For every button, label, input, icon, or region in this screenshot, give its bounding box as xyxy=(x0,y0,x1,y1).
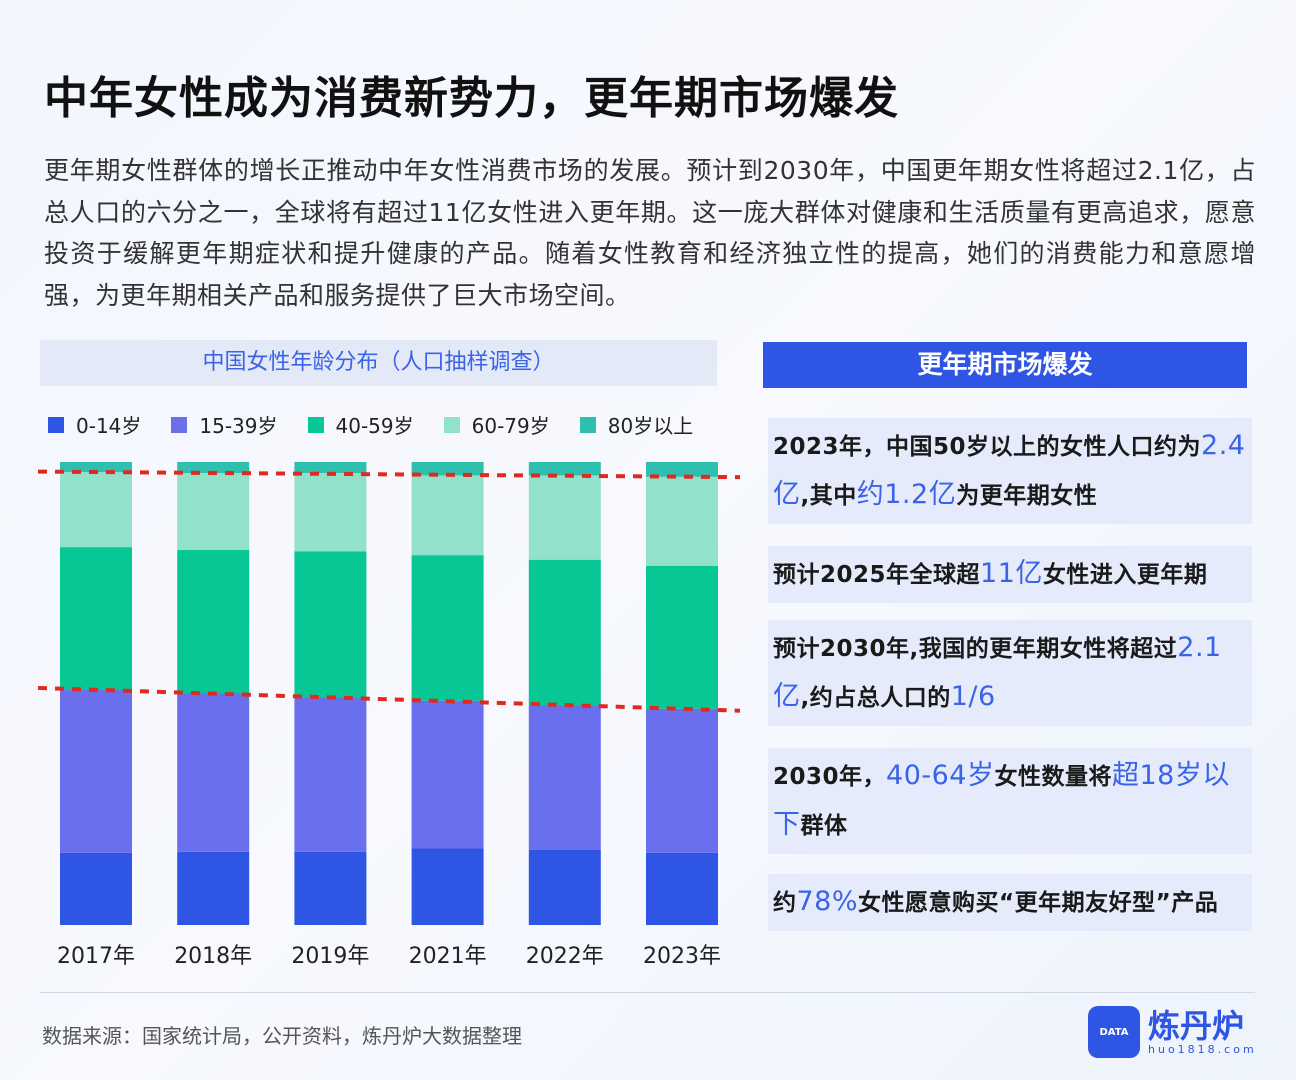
logo-name: 炼丹炉 xyxy=(1148,1006,1245,1045)
data-source: 数据来源：国家统计局，公开资料，炼丹炉大数据整理 xyxy=(42,1024,522,1048)
card-text: 群体 xyxy=(800,813,848,839)
card-text: 女性进入更年期 xyxy=(1042,562,1208,588)
legend-swatch xyxy=(48,416,64,433)
x-tick-label: 2017年 xyxy=(57,944,135,969)
card-text: 为更年期女性 xyxy=(956,483,1098,509)
card-text: 预计2030年,我国的更年期女性将超过 xyxy=(773,636,1178,662)
bar-segment-15-39岁 xyxy=(411,700,484,849)
bar-segment-0-14岁 xyxy=(294,851,367,925)
bar-segment-0-14岁 xyxy=(411,848,484,925)
bar-segment-60-79岁 xyxy=(528,475,601,560)
chart-legend: 0-14岁 15-39岁 40-59岁 60-79岁 80岁以上 xyxy=(48,410,693,439)
legend-swatch xyxy=(171,416,188,433)
legend-swatch xyxy=(443,416,460,433)
bar-segment-0-14岁 xyxy=(646,852,718,925)
bar-segment-60-79岁 xyxy=(294,473,367,552)
logo-url: huo1818.com xyxy=(1148,1042,1257,1056)
bar-segment-60-79岁 xyxy=(60,472,132,548)
stat-card: 约78%女性愿意购买“更年期友好型”产品 xyxy=(768,874,1252,931)
chart-title: 中国女性年龄分布（人口抽样调查） xyxy=(40,340,717,386)
card-text: ,其中 xyxy=(800,483,857,509)
bar-segment-80岁以上 xyxy=(177,462,250,474)
bar-segment-0-14岁 xyxy=(60,852,132,925)
card-text: 女性愿意购买“更年期友好型”产品 xyxy=(858,890,1219,916)
card-text: 女性数量将 xyxy=(994,764,1112,790)
bar-segment-60-79岁 xyxy=(411,475,484,556)
footer-divider xyxy=(40,992,1255,993)
legend-label: 0-14岁 xyxy=(76,414,142,438)
bar-segment-80岁以上 xyxy=(60,462,132,473)
stat-card: 2030年，40-64岁女性数量将超18岁以下群体 xyxy=(768,748,1252,854)
x-tick-label: 2022年 xyxy=(526,944,604,969)
x-tick-label: 2023年 xyxy=(643,944,721,969)
legend-swatch xyxy=(579,416,596,433)
trend-line-top xyxy=(37,469,741,480)
bar-segment-0-14岁 xyxy=(177,851,250,925)
bar-segment-80岁以上 xyxy=(528,462,601,476)
highlight-text: 约1.2亿 xyxy=(856,479,957,510)
highlight-text: 超18岁以下 xyxy=(773,760,1230,840)
bar-segment-80岁以上 xyxy=(411,462,484,476)
card-text: 预计2025年全球超 xyxy=(773,562,981,588)
bar-segment-40-59岁 xyxy=(177,549,250,694)
bar-segment-15-39岁 xyxy=(177,693,250,852)
bar-segment-40-59岁 xyxy=(528,559,601,706)
highlight-text: 1/6 xyxy=(950,681,996,712)
legend-item: 40-59岁 xyxy=(307,410,414,439)
page-title: 中年女性成为消费新势力，更年期市场爆发 xyxy=(44,73,899,124)
legend-item: 15-39岁 xyxy=(171,410,278,439)
legend-label: 60-79岁 xyxy=(471,414,550,438)
card-text: 2023年，中国50岁以上的女性人口约为 xyxy=(773,434,1202,460)
stacked-bar-chart: 2017年 2018年 2019年 2021年 2022年 2023年 xyxy=(37,462,741,969)
brand-logo: DATA 炼丹炉 huo1818.com xyxy=(1088,1006,1257,1058)
bar-segment-40-59岁 xyxy=(411,555,484,701)
card-text: 约 xyxy=(773,890,797,916)
intro-paragraph: 更年期女性群体的增长正推动中年女性消费市场的发展。预计到2030年，中国更年期女… xyxy=(44,156,1256,310)
highlight-text: 11亿 xyxy=(980,558,1043,589)
bar-segment-40-59岁 xyxy=(646,565,718,709)
stat-card: 预计2030年,我国的更年期女性将超过2.1亿,约占总人口的1/6 xyxy=(768,620,1252,726)
x-tick-label: 2019年 xyxy=(291,944,369,969)
legend-item: 60-79岁 xyxy=(443,410,550,439)
bar-segment-15-39岁 xyxy=(294,697,367,852)
stat-card: 预计2025年全球超11亿女性进入更年期 xyxy=(768,546,1252,603)
bar-segment-0-14岁 xyxy=(528,849,601,925)
logo-icon: DATA xyxy=(1088,1006,1140,1058)
bar-segment-40-59岁 xyxy=(294,551,367,698)
highlight-text: 2.1亿 xyxy=(773,632,1222,712)
legend-item: 80岁以上 xyxy=(579,410,694,439)
bar-segment-15-39岁 xyxy=(646,708,718,853)
stat-card: 2023年，中国50岁以上的女性人口约为2.4亿,其中约1.2亿为更年期女性 xyxy=(768,418,1252,524)
legend-label: 80岁以上 xyxy=(607,414,694,438)
highlight-text: 78% xyxy=(796,886,859,917)
bar-segment-80岁以上 xyxy=(646,462,718,477)
legend-item: 0-14岁 xyxy=(48,410,141,439)
bar-segment-60-79岁 xyxy=(177,473,250,550)
panel-title: 更年期市场爆发 xyxy=(763,342,1247,388)
legend-label: 40-59岁 xyxy=(335,414,414,438)
bar-segment-15-39岁 xyxy=(528,705,601,850)
bar-segment-15-39岁 xyxy=(60,690,132,853)
trend-line-middle xyxy=(37,685,741,713)
bar-segment-60-79岁 xyxy=(646,476,718,566)
x-tick-label: 2021年 xyxy=(409,944,487,969)
highlight-text: 40-64岁 xyxy=(886,760,995,791)
legend-swatch xyxy=(307,416,324,433)
x-tick-label: 2018年 xyxy=(174,944,252,969)
highlight-text: 2.4亿 xyxy=(773,430,1246,510)
bar-segment-40-59岁 xyxy=(60,547,132,691)
card-text: ,约占总人口的 xyxy=(800,685,951,711)
card-text: 2030年， xyxy=(773,764,887,790)
bar-segment-80岁以上 xyxy=(294,462,367,474)
legend-label: 15-39岁 xyxy=(199,414,278,438)
